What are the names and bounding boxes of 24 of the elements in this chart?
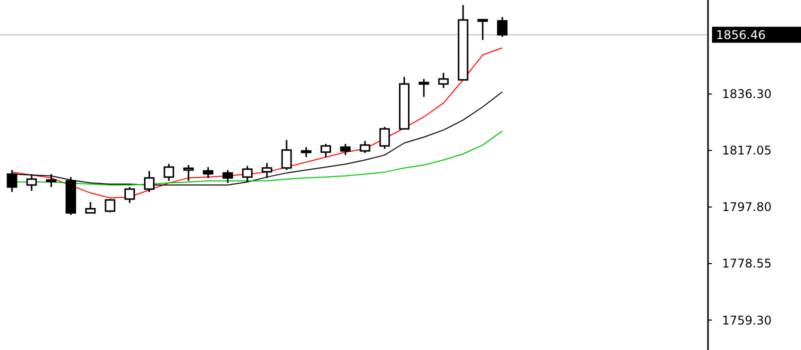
candlestick: [300, 146, 312, 158]
candlestick: [164, 163, 174, 182]
y-tick-label: 1778.55: [722, 256, 772, 271]
candlestick: [104, 198, 116, 214]
candlestick: [360, 140, 370, 154]
candlestick: [281, 139, 292, 171]
candlestick: [124, 186, 135, 204]
candlestick: [202, 166, 214, 179]
y-tick-label: 1797.80: [722, 200, 772, 214]
candlestick: [497, 16, 508, 38]
candlestick: [477, 18, 488, 41]
candlestick: [379, 126, 390, 150]
candlestick: [320, 143, 332, 158]
candlestick: [340, 143, 351, 156]
candlestick: [85, 201, 96, 214]
candlestick: [242, 165, 253, 183]
y-tick-label: 1759.30: [722, 313, 772, 328]
y-tick-label: 1836.30: [722, 87, 772, 102]
candlestick: [418, 78, 430, 98]
ref-line-label: 1856.46: [716, 28, 766, 42]
candlestick: [262, 162, 272, 179]
candlestick: [183, 164, 194, 182]
candlestick: [438, 72, 449, 89]
y-tick-label: 1817.05: [722, 144, 772, 158]
